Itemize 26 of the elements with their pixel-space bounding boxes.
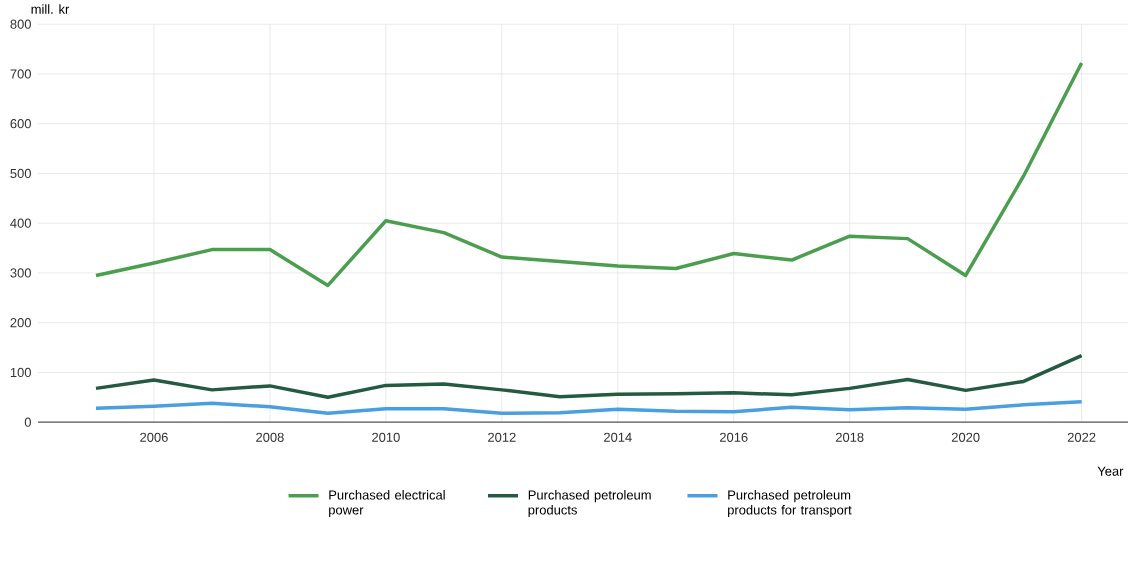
y-tick-label: 400 bbox=[10, 218, 31, 228]
legend-label: Purchased petroleum products for transport bbox=[728, 489, 852, 517]
y-tick-label: 500 bbox=[10, 168, 31, 178]
y-tick-label: 700 bbox=[10, 69, 31, 79]
line-series bbox=[94, 353, 1084, 399]
x-axis-title: Year bbox=[1097, 466, 1124, 476]
line-series bbox=[94, 399, 1084, 415]
legend-label: Purchased petroleum products bbox=[528, 489, 651, 517]
x-tick-label: 2008 bbox=[256, 432, 284, 442]
x-tick-label: 2014 bbox=[604, 432, 632, 442]
x-tick-label: 2006 bbox=[140, 432, 168, 442]
y-tick-label: 300 bbox=[10, 268, 31, 278]
line-series bbox=[94, 61, 1084, 288]
legend-label: Purchased electrical power bbox=[329, 489, 445, 517]
x-tick-label: 2022 bbox=[1067, 432, 1096, 442]
x-tick-label: 2020 bbox=[951, 432, 980, 442]
y-axis-title: mill. kr bbox=[31, 4, 70, 14]
y-tick-label: 200 bbox=[10, 318, 31, 328]
y-tick-label: 100 bbox=[10, 367, 31, 377]
y-tick-label: 0 bbox=[24, 417, 31, 427]
x-tick-label: 2016 bbox=[719, 432, 748, 442]
y-tick-label: 600 bbox=[10, 119, 31, 129]
y-tick-label: 800 bbox=[10, 19, 31, 29]
x-tick-label: 2010 bbox=[372, 432, 400, 442]
x-tick-label: 2018 bbox=[835, 432, 864, 442]
x-tick-label: 2012 bbox=[488, 432, 516, 442]
